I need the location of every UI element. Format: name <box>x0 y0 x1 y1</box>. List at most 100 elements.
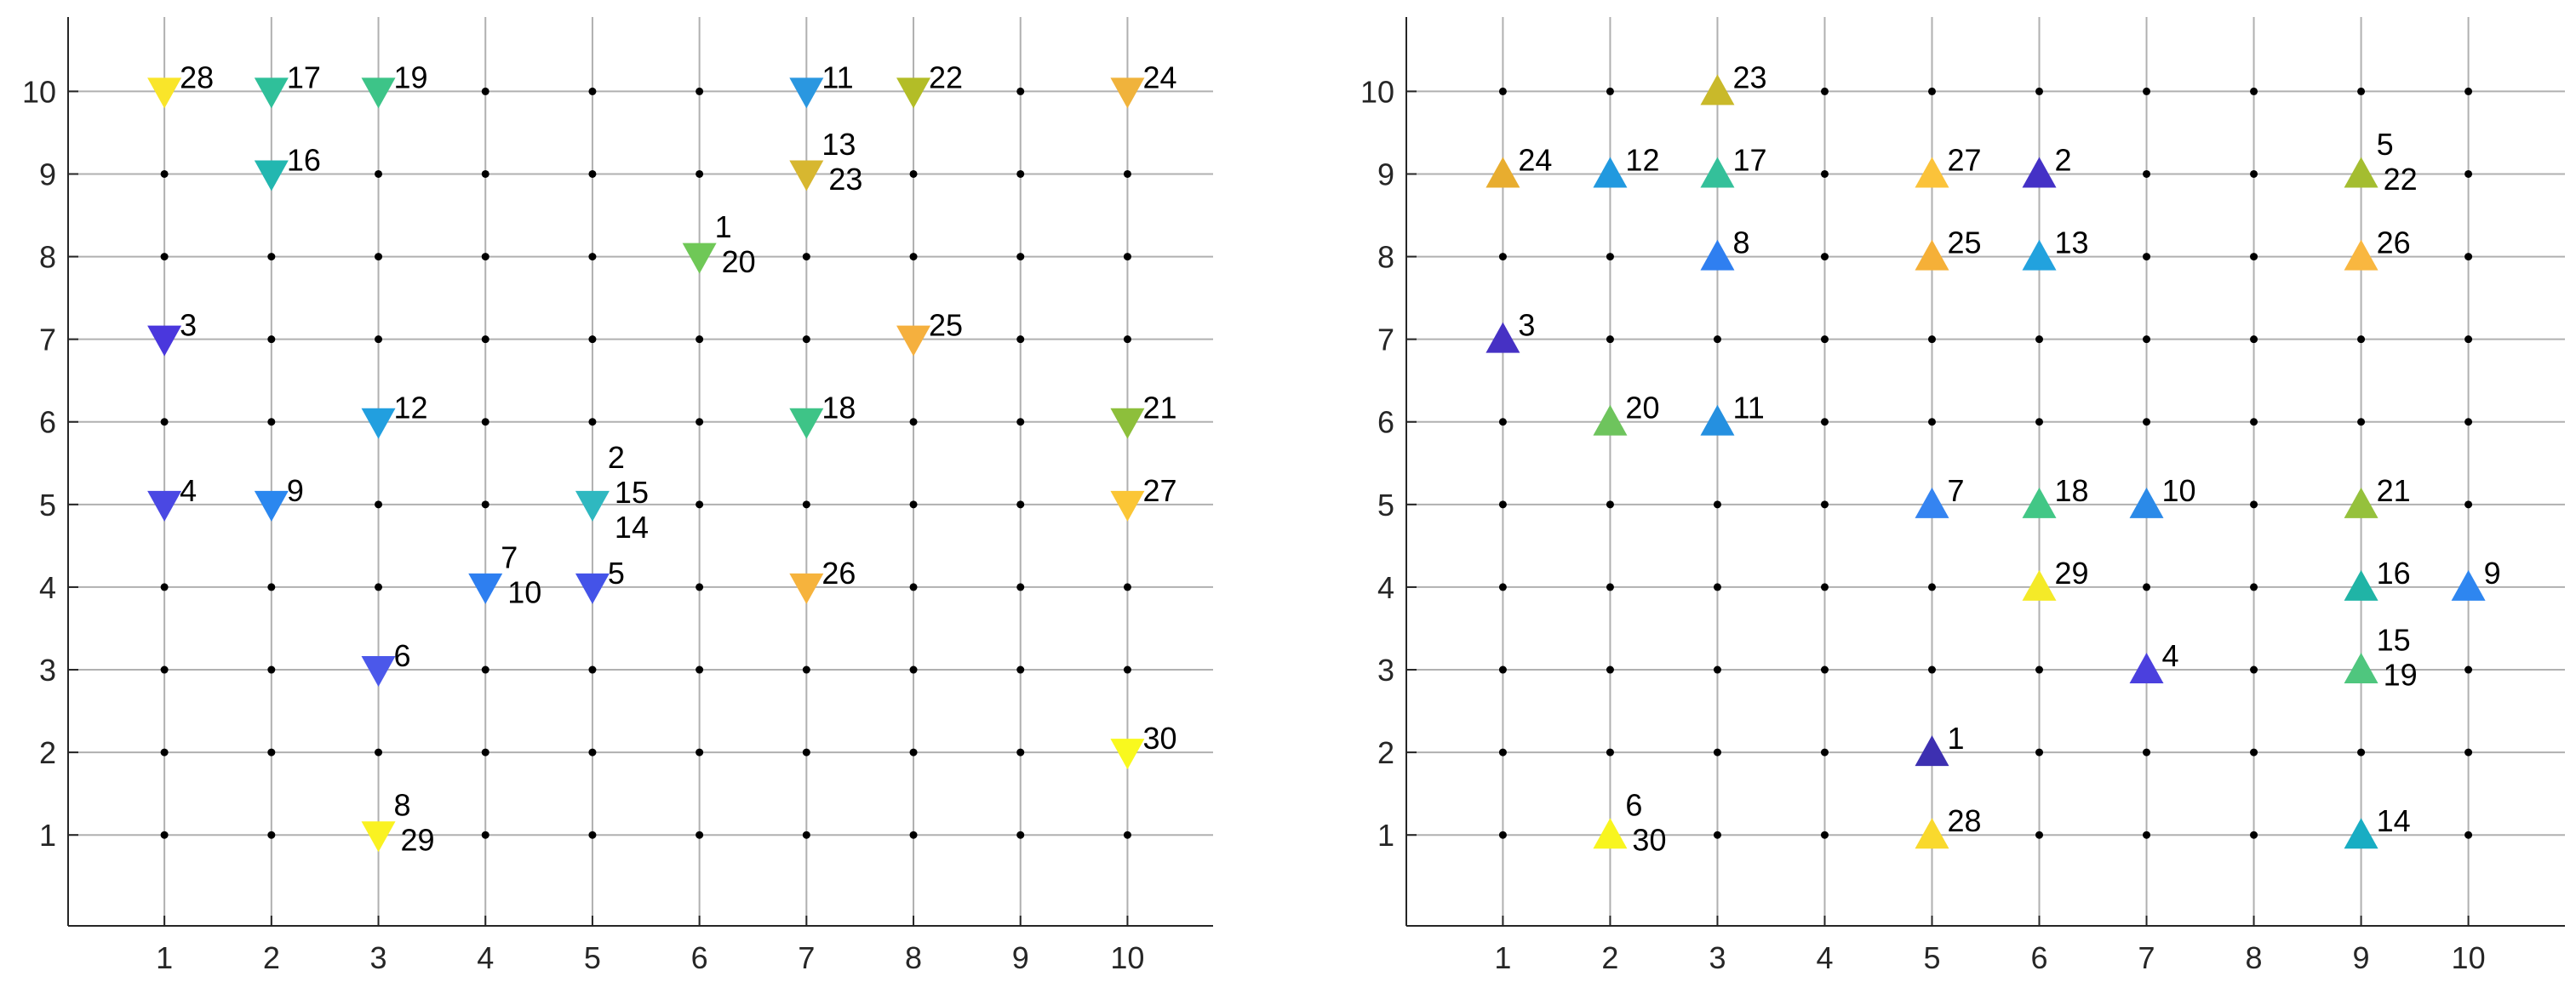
data-point-label: 23 <box>828 162 862 197</box>
grid-dot <box>2035 335 2044 344</box>
x-tick-label: 8 <box>905 940 922 975</box>
grid-dot <box>802 335 810 344</box>
grid-dot <box>1713 335 1721 344</box>
data-point-label: 9 <box>287 473 304 508</box>
data-point-marker <box>2344 239 2379 271</box>
y-tick-label: 6 <box>39 405 56 440</box>
data-point-label: 16 <box>2377 556 2411 591</box>
grid-dot <box>909 418 918 426</box>
data-point-marker <box>1915 818 1949 849</box>
x-tick-label: 2 <box>1601 940 1618 975</box>
grid-dot <box>1016 169 1025 178</box>
grid-dot <box>909 748 918 757</box>
data-point-marker <box>789 573 824 604</box>
grid-dot <box>696 500 704 509</box>
data-point-label: 15 <box>2377 623 2411 658</box>
grid-dot <box>1123 253 1131 261</box>
grid-dot <box>1016 500 1025 509</box>
data-point-label: 14 <box>2377 803 2411 838</box>
data-point-label: 7 <box>1947 473 1964 508</box>
grid-dot <box>909 500 918 509</box>
grid-dot <box>802 748 810 757</box>
y-tick-label: 4 <box>39 570 56 605</box>
grid-dot <box>2464 335 2473 344</box>
grid-dot <box>1606 500 1614 509</box>
grid-dot <box>1123 335 1131 344</box>
data-point-marker <box>2451 569 2486 601</box>
data-point-marker <box>361 821 396 853</box>
grid-dot <box>1606 335 1614 344</box>
x-tick-label: 4 <box>1816 940 1833 975</box>
grid-dot <box>1016 748 1025 757</box>
grid-dot <box>2464 418 2473 426</box>
data-point-marker <box>2129 487 2164 518</box>
data-point-label: 1 <box>1947 721 1964 756</box>
data-point-marker <box>361 656 396 688</box>
grid-dot <box>588 665 597 674</box>
grid-dot <box>1927 583 1936 591</box>
data-point-marker <box>2344 653 2379 684</box>
data-point-label: 13 <box>2055 226 2089 260</box>
grid-dot <box>267 748 276 757</box>
data-point-label: 14 <box>615 510 649 545</box>
grid-dot <box>1606 87 1614 95</box>
y-tick-label: 3 <box>39 653 56 688</box>
y-tick-label: 7 <box>39 323 56 357</box>
data-point-marker <box>361 408 396 439</box>
grid-dot <box>267 665 276 674</box>
grid-dot <box>1820 748 1829 757</box>
grid-dot <box>375 583 383 591</box>
x-tick-label: 5 <box>584 940 601 975</box>
grid-dot <box>1498 831 1507 839</box>
data-point-label: 18 <box>821 391 856 425</box>
grid-dot <box>160 748 169 757</box>
data-point-marker <box>2344 818 2379 849</box>
grid-dot <box>588 831 597 839</box>
grid-dot <box>160 583 169 591</box>
grid-dot <box>588 748 597 757</box>
data-point-marker <box>789 160 824 191</box>
data-point-label: 26 <box>821 556 856 591</box>
grid-dot <box>1820 583 1829 591</box>
grid-dot <box>481 87 489 95</box>
data-point-label: 30 <box>1142 721 1176 756</box>
x-tick-label: 2 <box>263 940 280 975</box>
grid-dot <box>1820 418 1829 426</box>
grid-dot <box>1606 748 1614 757</box>
y-tick-label: 10 <box>22 74 56 109</box>
data-point-label: 7 <box>501 540 518 574</box>
data-point-label: 23 <box>1732 60 1766 94</box>
grid-dot <box>1016 87 1025 95</box>
grid-dot <box>1123 169 1131 178</box>
grid-dot <box>1820 665 1829 674</box>
grid-dot <box>375 169 383 178</box>
grid-dot <box>588 253 597 261</box>
grid-dot <box>1123 583 1131 591</box>
grid-dot <box>2035 87 2044 95</box>
data-point-label: 2 <box>2055 142 2072 177</box>
y-tick-label: 5 <box>1377 488 1394 522</box>
grid-dot <box>1713 500 1721 509</box>
grid-dot <box>802 500 810 509</box>
grid-dot <box>2464 665 2473 674</box>
grid-dot <box>1713 831 1721 839</box>
data-point-marker <box>575 490 610 522</box>
grid-dot <box>2464 831 2473 839</box>
data-point-marker <box>2022 569 2057 601</box>
data-point-marker <box>575 573 610 604</box>
x-tick-label: 1 <box>1494 940 1511 975</box>
data-point-marker <box>2344 487 2379 518</box>
grid-dot <box>1498 418 1507 426</box>
x-tick-label: 6 <box>2030 940 2047 975</box>
grid-dot <box>1016 583 1025 591</box>
data-point-marker <box>2344 569 2379 601</box>
grid-dot <box>2035 748 2044 757</box>
grid-dot <box>802 253 810 261</box>
x-tick-label: 7 <box>2138 940 2155 975</box>
data-point-marker <box>2344 157 2379 188</box>
y-tick-label: 4 <box>1377 570 1394 605</box>
data-point-marker <box>147 325 182 357</box>
grid-dot <box>2357 748 2366 757</box>
x-tick-label: 3 <box>1709 940 1726 975</box>
